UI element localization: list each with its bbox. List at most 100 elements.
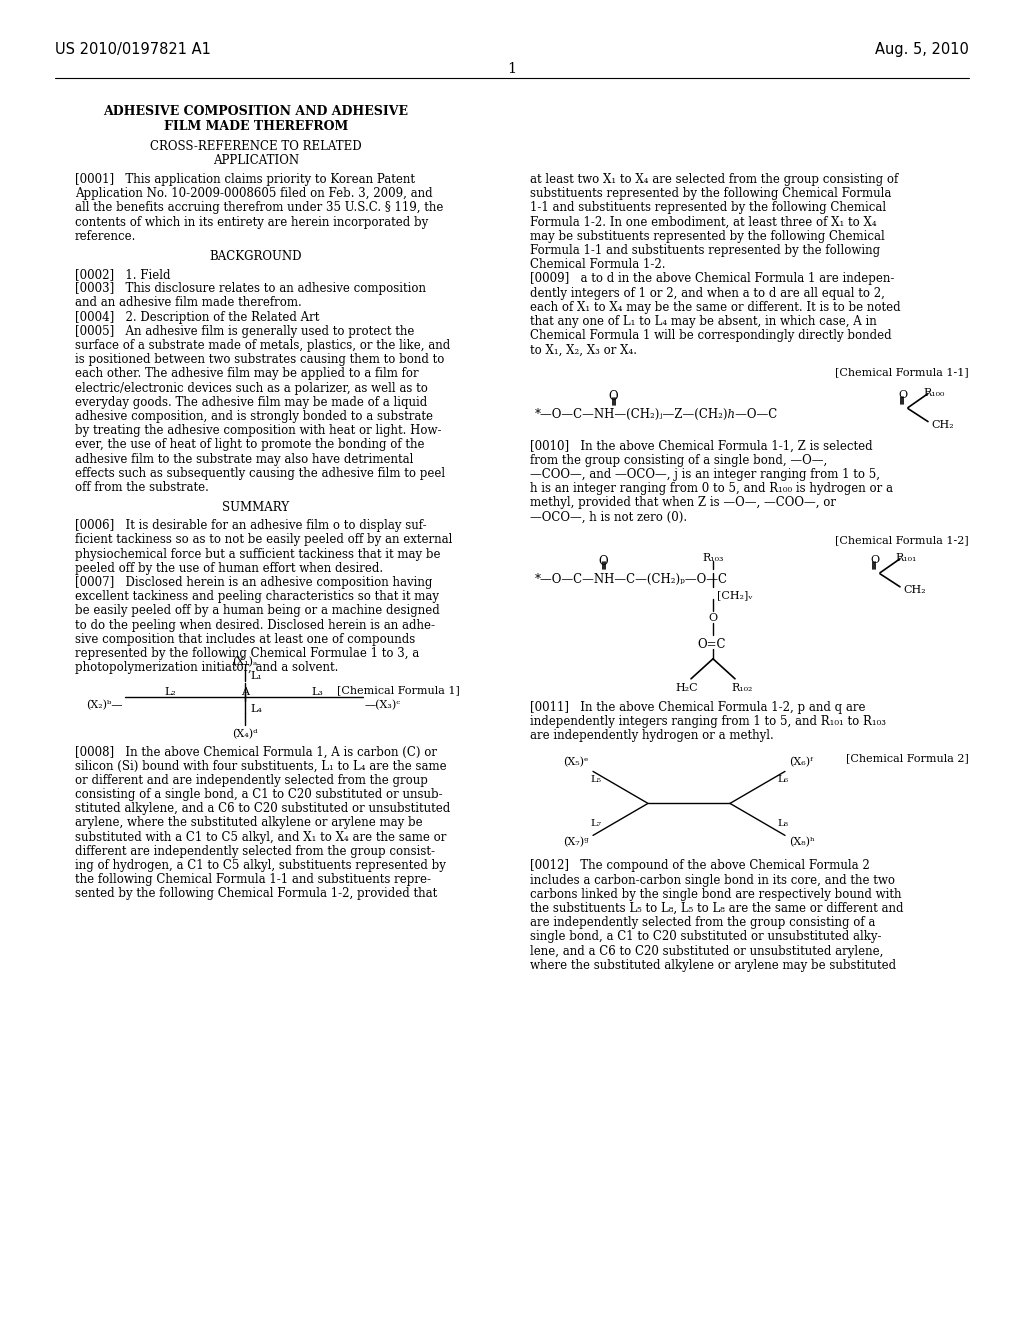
Text: [0008]   In the above Chemical Formula 1, A is carbon (C) or: [0008] In the above Chemical Formula 1, … — [75, 746, 437, 759]
Text: —COO—, and —OCO—, j is an integer ranging from 1 to 5,: —COO—, and —OCO—, j is an integer rangin… — [530, 469, 880, 480]
Text: the following Chemical Formula 1-1 and substituents repre-: the following Chemical Formula 1-1 and s… — [75, 874, 431, 886]
Text: R₁₀₀: R₁₀₀ — [923, 388, 944, 397]
Text: CH₂: CH₂ — [931, 420, 953, 429]
Text: or different and are independently selected from the group: or different and are independently selec… — [75, 774, 428, 787]
Text: different are independently selected from the group consist-: different are independently selected fro… — [75, 845, 435, 858]
Text: Application No. 10-2009-0008605 filed on Feb. 3, 2009, and: Application No. 10-2009-0008605 filed on… — [75, 187, 432, 201]
Text: [0007]   Disclosed herein is an adhesive composition having: [0007] Disclosed herein is an adhesive c… — [75, 576, 432, 589]
Text: adhesive film to the substrate may also have detrimental: adhesive film to the substrate may also … — [75, 453, 414, 466]
Text: is positioned between two substrates causing them to bond to: is positioned between two substrates cau… — [75, 354, 444, 366]
Text: ever, the use of heat of light to promote the bonding of the: ever, the use of heat of light to promot… — [75, 438, 425, 451]
Text: [0002]   1. Field: [0002] 1. Field — [75, 268, 171, 281]
Text: FILM MADE THEREFROM: FILM MADE THEREFROM — [164, 120, 348, 133]
Text: (X₄)ᵈ: (X₄)ᵈ — [232, 730, 258, 739]
Text: includes a carbon-carbon single bond in its core, and the two: includes a carbon-carbon single bond in … — [530, 874, 895, 887]
Text: (X₆)ᶠ: (X₆)ᶠ — [790, 758, 813, 768]
Text: sive composition that includes at least one of compounds: sive composition that includes at least … — [75, 632, 416, 645]
Text: *—O—C—NH—(CH₂)ⱼ—Z—(CH₂)ℎ—O—C: *—O—C—NH—(CH₂)ⱼ—Z—(CH₂)ℎ—O—C — [535, 408, 778, 421]
Text: may be substituents represented by the following Chemical: may be substituents represented by the f… — [530, 230, 885, 243]
Text: substituted with a C1 to C5 alkyl, and X₁ to X₄ are the same or: substituted with a C1 to C5 alkyl, and X… — [75, 830, 446, 843]
Text: Chemical Formula 1-2.: Chemical Formula 1-2. — [530, 259, 666, 271]
Text: effects such as subsequently causing the adhesive film to peel: effects such as subsequently causing the… — [75, 467, 445, 479]
Text: A: A — [241, 688, 249, 697]
Text: [0001]   This application claims priority to Korean Patent: [0001] This application claims priority … — [75, 173, 415, 186]
Text: carbons linked by the single bond are respectively bound with: carbons linked by the single bond are re… — [530, 888, 901, 900]
Text: the substituents L₅ to L₈, L₅ to L₈ are the same or different and: the substituents L₅ to L₈, L₅ to L₈ are … — [530, 902, 903, 915]
Text: everyday goods. The adhesive film may be made of a liquid: everyday goods. The adhesive film may be… — [75, 396, 427, 409]
Text: represented by the following Chemical Formulae 1 to 3, a: represented by the following Chemical Fo… — [75, 647, 419, 660]
Text: be easily peeled off by a human being or a machine designed: be easily peeled off by a human being or… — [75, 605, 439, 618]
Text: *—O—C—NH—C—(CH₂)ₚ—O—C: *—O—C—NH—C—(CH₂)ₚ—O—C — [535, 573, 728, 586]
Text: where the substituted alkylene or arylene may be substituted: where the substituted alkylene or arylen… — [530, 958, 896, 972]
Text: (X₁)ₐ: (X₁)ₐ — [232, 657, 258, 668]
Text: L₁: L₁ — [250, 672, 262, 681]
Text: R₁₀₁: R₁₀₁ — [895, 553, 916, 562]
Text: that any one of L₁ to L₄ may be absent, in which case, A in: that any one of L₁ to L₄ may be absent, … — [530, 315, 877, 327]
Text: ing of hydrogen, a C1 to C5 alkyl, substituents represented by: ing of hydrogen, a C1 to C5 alkyl, subst… — [75, 859, 445, 873]
Text: stituted alkylene, and a C6 to C20 substituted or unsubstituted: stituted alkylene, and a C6 to C20 subst… — [75, 803, 451, 816]
Text: are independently hydrogen or a methyl.: are independently hydrogen or a methyl. — [530, 729, 774, 742]
Text: each of X₁ to X₄ may be the same or different. It is to be noted: each of X₁ to X₄ may be the same or diff… — [530, 301, 901, 314]
Text: and an adhesive film made therefrom.: and an adhesive film made therefrom. — [75, 297, 302, 309]
Text: —OCO—, h is not zero (0).: —OCO—, h is not zero (0). — [530, 511, 687, 524]
Text: reference.: reference. — [75, 230, 136, 243]
Text: [Chemical Formula 1-1]: [Chemical Formula 1-1] — [836, 367, 969, 378]
Text: from the group consisting of a single bond, —O—,: from the group consisting of a single bo… — [530, 454, 827, 467]
Text: electric/electronic devices such as a polarizer, as well as to: electric/electronic devices such as a po… — [75, 381, 428, 395]
Text: [0009]   a to d in the above Chemical Formula 1 are indepen-: [0009] a to d in the above Chemical Form… — [530, 272, 894, 285]
Text: to do the peeling when desired. Disclosed herein is an adhe-: to do the peeling when desired. Disclose… — [75, 619, 435, 631]
Text: each other. The adhesive film may be applied to a film for: each other. The adhesive film may be app… — [75, 367, 419, 380]
Text: at least two X₁ to X₄ are selected from the group consisting of: at least two X₁ to X₄ are selected from … — [530, 173, 898, 186]
Text: (X₂)ᵇ—: (X₂)ᵇ— — [86, 701, 123, 710]
Text: silicon (Si) bound with four substituents, L₁ to L₄ are the same: silicon (Si) bound with four substituent… — [75, 759, 446, 772]
Text: ADHESIVE COMPOSITION AND ADHESIVE: ADHESIVE COMPOSITION AND ADHESIVE — [103, 106, 409, 117]
Text: to X₁, X₂, X₃ or X₄.: to X₁, X₂, X₃ or X₄. — [530, 343, 637, 356]
Text: R₁₀₃: R₁₀₃ — [702, 553, 724, 562]
Text: dently integers of 1 or 2, and when a to d are all equal to 2,: dently integers of 1 or 2, and when a to… — [530, 286, 885, 300]
Text: SUMMARY: SUMMARY — [222, 502, 290, 515]
Text: Formula 1-2. In one embodiment, at least three of X₁ to X₄: Formula 1-2. In one embodiment, at least… — [530, 215, 877, 228]
Text: L₄: L₄ — [250, 705, 262, 714]
Text: [Chemical Formula 1]: [Chemical Formula 1] — [337, 685, 460, 696]
Text: APPLICATION: APPLICATION — [213, 154, 299, 168]
Text: h is an integer ranging from 0 to 5, and R₁₀₀ is hydrogen or a: h is an integer ranging from 0 to 5, and… — [530, 482, 893, 495]
Text: [0005]   An adhesive film is generally used to protect the: [0005] An adhesive film is generally use… — [75, 325, 415, 338]
Text: Formula 1-1 and substituents represented by the following: Formula 1-1 and substituents represented… — [530, 244, 880, 257]
Text: all the benefits accruing therefrom under 35 U.S.C. § 119, the: all the benefits accruing therefrom unde… — [75, 202, 443, 214]
Text: L₈: L₈ — [777, 820, 788, 829]
Text: O: O — [709, 612, 718, 623]
Text: L₆: L₆ — [777, 775, 788, 784]
Text: CROSS-REFERENCE TO RELATED: CROSS-REFERENCE TO RELATED — [151, 140, 361, 153]
Text: 1-1 and substituents represented by the following Chemical: 1-1 and substituents represented by the … — [530, 202, 886, 214]
Text: by treating the adhesive composition with heat or light. How-: by treating the adhesive composition wit… — [75, 424, 441, 437]
Text: US 2010/0197821 A1: US 2010/0197821 A1 — [55, 42, 211, 57]
Text: single bond, a C1 to C20 substituted or unsubstituted alky-: single bond, a C1 to C20 substituted or … — [530, 931, 882, 944]
Text: contents of which in its entirety are herein incorporated by: contents of which in its entirety are he… — [75, 215, 428, 228]
Text: ficient tackiness so as to not be easily peeled off by an external: ficient tackiness so as to not be easily… — [75, 533, 453, 546]
Text: Aug. 5, 2010: Aug. 5, 2010 — [876, 42, 969, 57]
Text: independently integers ranging from 1 to 5, and R₁₀₁ to R₁₀₃: independently integers ranging from 1 to… — [530, 715, 886, 729]
Text: O: O — [898, 389, 907, 400]
Text: [CH₂]ᵥ: [CH₂]ᵥ — [717, 590, 753, 599]
Text: Chemical Formula 1 will be correspondingly directly bonded: Chemical Formula 1 will be corresponding… — [530, 329, 892, 342]
Text: O: O — [870, 554, 880, 565]
Text: CH₂: CH₂ — [903, 585, 926, 595]
Text: [0012]   The compound of the above Chemical Formula 2: [0012] The compound of the above Chemica… — [530, 859, 869, 873]
Text: off from the substrate.: off from the substrate. — [75, 480, 209, 494]
Text: methyl, provided that when Z is —O—, —COO—, or: methyl, provided that when Z is —O—, —CO… — [530, 496, 836, 510]
Text: physiochemical force but a sufficient tackiness that it may be: physiochemical force but a sufficient ta… — [75, 548, 440, 561]
Text: O: O — [598, 554, 608, 568]
Text: substituents represented by the following Chemical Formula: substituents represented by the followin… — [530, 187, 891, 201]
Text: adhesive composition, and is strongly bonded to a substrate: adhesive composition, and is strongly bo… — [75, 411, 433, 422]
Text: L₇: L₇ — [590, 820, 601, 829]
Text: L₃: L₃ — [311, 688, 323, 697]
Text: (X₈)ʰ: (X₈)ʰ — [790, 837, 815, 847]
Text: R₁₀₂: R₁₀₂ — [731, 682, 753, 693]
Text: photopolymerization initiator, and a solvent.: photopolymerization initiator, and a sol… — [75, 661, 338, 675]
Text: [Chemical Formula 2]: [Chemical Formula 2] — [846, 754, 969, 763]
Text: 1: 1 — [508, 62, 516, 77]
Text: L₅: L₅ — [590, 775, 601, 784]
Text: (X₇)ᵍ: (X₇)ᵍ — [563, 837, 589, 847]
Text: (X₅)ᵉ: (X₅)ᵉ — [563, 758, 589, 768]
Text: arylene, where the substituted alkylene or arylene may be: arylene, where the substituted alkylene … — [75, 816, 423, 829]
